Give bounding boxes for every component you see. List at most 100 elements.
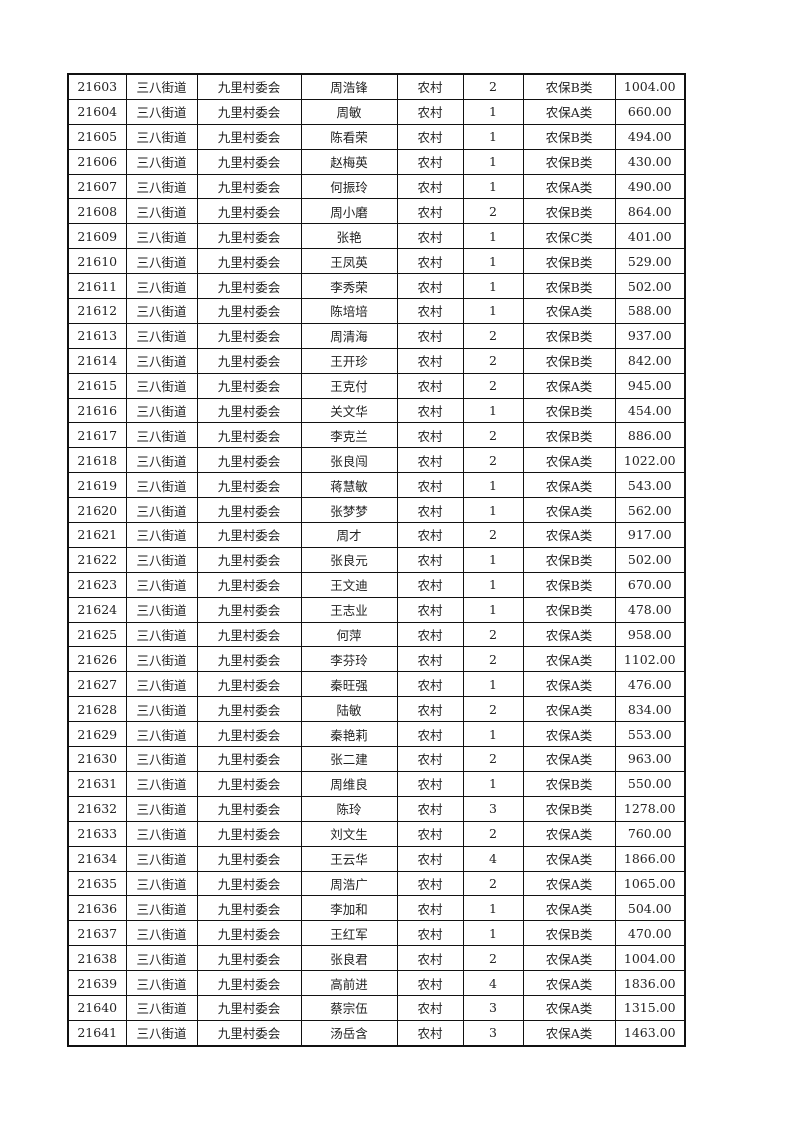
count-cell: 1 <box>462 671 524 698</box>
street-cell: 三八街道 <box>125 621 198 648</box>
name-cell: 张艳 <box>300 223 398 250</box>
id-cell: 21605 <box>67 123 127 150</box>
street-cell: 三八街道 <box>125 546 198 573</box>
count-cell: 1 <box>462 98 524 125</box>
type-cell: 农村 <box>396 696 464 723</box>
count-cell: 1 <box>462 223 524 250</box>
committee-cell: 九里村委会 <box>196 422 302 449</box>
name-cell: 王志业 <box>300 596 398 623</box>
committee-cell: 九里村委会 <box>196 1019 302 1047</box>
table-row: 21607 三八街道 九里村委会 何振玲 农村 1 农保A类 490.00 <box>67 173 686 200</box>
category-cell: 农保B类 <box>522 596 616 623</box>
count-cell: 2 <box>462 522 524 548</box>
id-cell: 21624 <box>67 596 127 623</box>
street-cell: 三八街道 <box>125 845 198 872</box>
committee-cell: 九里村委会 <box>196 148 302 175</box>
id-cell: 21617 <box>67 422 127 449</box>
type-cell: 农村 <box>396 596 464 623</box>
category-cell: 农保A类 <box>522 1019 616 1047</box>
type-cell: 农村 <box>396 770 464 797</box>
count-cell: 2 <box>462 945 524 972</box>
street-cell: 三八街道 <box>125 248 198 275</box>
id-cell: 21640 <box>67 994 127 1021</box>
committee-cell: 九里村委会 <box>196 472 302 499</box>
table-row: 21641 三八街道 九里村委会 汤岳含 农村 3 农保A类 1463.00 <box>67 1019 686 1047</box>
category-cell: 农保B类 <box>522 123 616 150</box>
table-row: 21615 三八街道 九里村委会 王克付 农村 2 农保A类 945.00 <box>67 372 686 399</box>
street-cell: 三八街道 <box>125 273 198 300</box>
table-row: 21630 三八街道 九里村委会 张二建 农村 2 农保A类 963.00 <box>67 746 686 772</box>
street-cell: 三八街道 <box>125 198 198 225</box>
id-cell: 21609 <box>67 223 127 250</box>
amount-cell: 842.00 <box>614 347 686 374</box>
data-table: 21603 三八街道 九里村委会 周浩锋 农村 2 农保B类 1004.00 21604 三八街道… <box>67 73 686 1047</box>
category-cell: 农保A类 <box>522 820 616 847</box>
committee-cell: 九里村委会 <box>196 770 302 797</box>
type-cell: 农村 <box>396 671 464 698</box>
id-cell: 21604 <box>67 98 127 125</box>
id-cell: 21620 <box>67 497 127 524</box>
table-row: 21635 三八街道 九里村委会 周浩广 农村 2 农保A类 1065.00 <box>67 870 686 897</box>
type-cell: 农村 <box>396 248 464 275</box>
type-cell: 农村 <box>396 746 464 772</box>
name-cell: 关文华 <box>300 397 398 424</box>
type-cell: 农村 <box>396 970 464 996</box>
count-cell: 1 <box>462 273 524 300</box>
type-cell: 农村 <box>396 895 464 922</box>
category-cell: 农保A类 <box>522 870 616 897</box>
street-cell: 三八街道 <box>125 173 198 200</box>
committee-cell: 九里村委会 <box>196 322 302 349</box>
street-cell: 三八街道 <box>125 571 198 598</box>
amount-cell: 502.00 <box>614 273 686 300</box>
table-row: 21640 三八街道 九里村委会 蔡宗伍 农村 3 农保A类 1315.00 <box>67 994 686 1021</box>
count-cell: 2 <box>462 696 524 723</box>
committee-cell: 九里村委会 <box>196 820 302 847</box>
id-cell: 21622 <box>67 546 127 573</box>
category-cell: 农保A类 <box>522 98 616 125</box>
id-cell: 21639 <box>67 970 127 996</box>
id-cell: 21641 <box>67 1019 127 1047</box>
amount-cell: 660.00 <box>614 98 686 125</box>
category-cell: 农保B类 <box>522 148 616 175</box>
count-cell: 1 <box>462 397 524 424</box>
committee-cell: 九里村委会 <box>196 596 302 623</box>
type-cell: 农村 <box>396 621 464 648</box>
table-row: 21608 三八街道 九里村委会 周小磨 农村 2 农保B类 864.00 <box>67 198 686 225</box>
id-cell: 21623 <box>67 571 127 598</box>
type-cell: 农村 <box>396 148 464 175</box>
name-cell: 周维良 <box>300 770 398 797</box>
name-cell: 周才 <box>300 522 398 548</box>
street-cell: 三八街道 <box>125 223 198 250</box>
id-cell: 21618 <box>67 447 127 474</box>
committee-cell: 九里村委会 <box>196 546 302 573</box>
amount-cell: 945.00 <box>614 372 686 399</box>
name-cell: 陆敏 <box>300 696 398 723</box>
street-cell: 三八街道 <box>125 596 198 623</box>
id-cell: 21632 <box>67 795 127 822</box>
street-cell: 三八街道 <box>125 123 198 150</box>
name-cell: 周小磨 <box>300 198 398 225</box>
table-row: 21625 三八街道 九里村委会 何萍 农村 2 农保A类 958.00 <box>67 621 686 648</box>
count-cell: 1 <box>462 895 524 922</box>
table-row: 21609 三八街道 九里村委会 张艳 农村 1 农保C类 401.00 <box>67 223 686 250</box>
count-cell: 3 <box>462 994 524 1021</box>
table-row: 21611 三八街道 九里村委会 李秀荣 农村 1 农保B类 502.00 <box>67 273 686 300</box>
category-cell: 农保B类 <box>522 920 616 947</box>
committee-cell: 九里村委会 <box>196 696 302 723</box>
name-cell: 李克兰 <box>300 422 398 449</box>
amount-cell: 543.00 <box>614 472 686 499</box>
amount-cell: 550.00 <box>614 770 686 797</box>
category-cell: 农保B类 <box>522 273 616 300</box>
type-cell: 农村 <box>396 173 464 200</box>
street-cell: 三八街道 <box>125 920 198 947</box>
category-cell: 农保B类 <box>522 397 616 424</box>
category-cell: 农保B类 <box>522 795 616 822</box>
type-cell: 农村 <box>396 571 464 598</box>
id-cell: 21637 <box>67 920 127 947</box>
name-cell: 王克付 <box>300 372 398 399</box>
amount-cell: 1004.00 <box>614 73 686 100</box>
category-cell: 农保A类 <box>522 746 616 772</box>
name-cell: 秦旺强 <box>300 671 398 698</box>
id-cell: 21629 <box>67 721 127 748</box>
type-cell: 农村 <box>396 1019 464 1047</box>
